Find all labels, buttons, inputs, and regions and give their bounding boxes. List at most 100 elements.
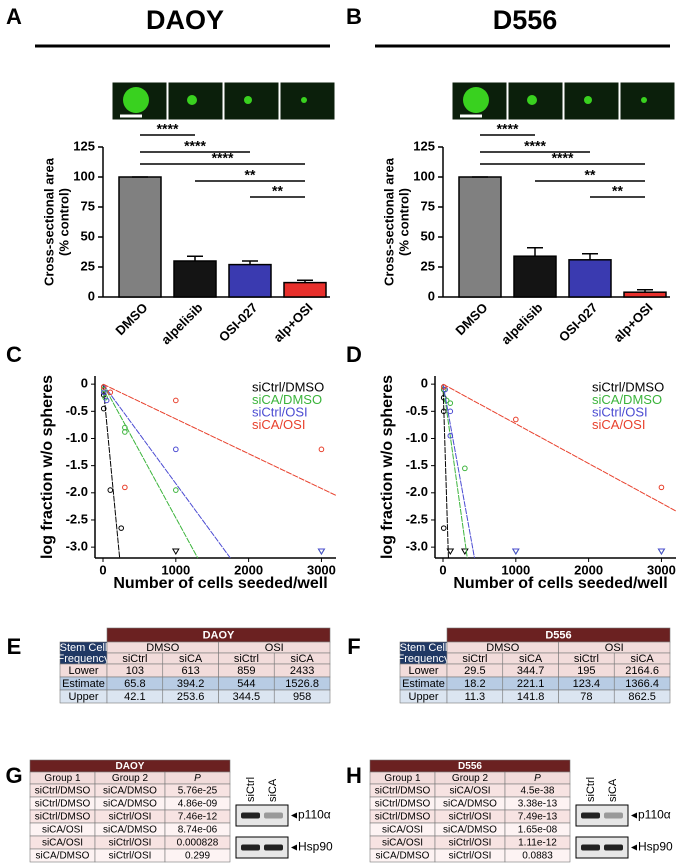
column-label: siCtrl: [574, 653, 599, 665]
corner-label: Stem Cell: [60, 642, 108, 654]
cell-text: siCtrl/OSI: [449, 812, 492, 823]
significance-label: **: [585, 167, 596, 183]
panel-label: A: [6, 4, 22, 29]
censored-marker: [446, 548, 455, 555]
fit-line: [102, 383, 199, 559]
band-arrow: [291, 812, 297, 819]
x-tick-label: 0: [99, 562, 106, 577]
significance-label: **: [245, 167, 256, 183]
x-tick-label: OSI-027: [556, 300, 601, 345]
cell-text: 141.8: [517, 691, 545, 703]
data-point: [447, 432, 454, 439]
error-bar: [242, 260, 258, 265]
bar: [458, 176, 502, 298]
band-arrow: [631, 844, 637, 851]
corner-label: Frequency: [398, 653, 450, 665]
cell-text: 0.299: [185, 851, 210, 862]
cell-text: 613: [181, 665, 199, 677]
data-point: [118, 525, 125, 531]
error-bar: [297, 279, 313, 283]
y-tick-label: 75: [81, 198, 95, 213]
y-axis-label: log fraction w/o spheres: [379, 375, 396, 559]
column-label: P: [534, 773, 541, 784]
y-tick-label: -2.0: [66, 484, 88, 499]
cell-text: 859: [237, 665, 255, 677]
data-point: [122, 484, 128, 491]
column-label: Group 1: [384, 773, 421, 784]
data-point: [462, 465, 468, 472]
cell-text: Upper: [69, 691, 99, 703]
x-tick-label: alpelisib: [498, 300, 545, 347]
bar: [568, 259, 612, 298]
cell-text: 2164.6: [625, 665, 659, 677]
data-point: [442, 386, 448, 393]
cell-text: siCA/OSI: [382, 838, 423, 849]
x-tick-label: DMSO: [452, 300, 490, 338]
y-tick-label: 125: [413, 138, 435, 153]
table-title: DAOY: [203, 629, 235, 641]
cell-text: 253.6: [177, 691, 205, 703]
cell-text: siCA/DMSO: [103, 799, 157, 810]
cell-text: 862.5: [628, 691, 656, 703]
y-axis-label: log fraction w/o spheres: [39, 375, 56, 559]
cell-text: 4.86e-09: [178, 799, 218, 810]
cell-text: Lower: [409, 665, 439, 677]
sphere: [123, 87, 149, 113]
data-point: [173, 397, 179, 404]
panel-label: F: [347, 634, 360, 659]
data-point: [107, 389, 114, 396]
x-tick-label: alpelisib: [158, 300, 205, 347]
data-point: [100, 389, 107, 396]
y-tick-label: -0.5: [406, 403, 428, 418]
legend-label: siCA/OSI: [252, 417, 305, 432]
cell-text: siCA/DMSO: [443, 799, 497, 810]
sphere: [463, 87, 489, 113]
blot-panel: [575, 804, 629, 827]
censored-marker: [511, 548, 520, 555]
data-point: [173, 487, 179, 493]
column-label: Group 1: [44, 773, 81, 784]
significance-label: ****: [157, 121, 179, 137]
cell-text: siCtrl/OSI: [449, 838, 492, 849]
data-point: [100, 405, 107, 412]
group-label: OSI: [605, 642, 624, 654]
band-arrow: [631, 812, 637, 819]
legend-label: siCtrl/OSI: [592, 404, 648, 419]
bar: [173, 260, 217, 298]
bar: [283, 281, 327, 298]
legend-label: siCtrl/DMSO: [592, 379, 664, 394]
table-cell: [273, 689, 331, 704]
y-tick-label: -1.5: [406, 457, 428, 472]
bar: [228, 263, 272, 298]
data-point: [100, 386, 107, 393]
cell-text: siCA/OSI: [382, 825, 423, 836]
x-tick-label: 1000: [161, 562, 190, 577]
legend-label: siCA/DMSO: [592, 392, 662, 407]
data-point: [107, 487, 114, 493]
y-tick-label: -2.5: [406, 511, 428, 526]
sphere: [584, 96, 592, 104]
significance-label: ****: [184, 138, 206, 154]
cell-text: Estimate: [62, 678, 105, 690]
column-label: siCA: [179, 653, 203, 665]
cell-text: siCA/OSI: [42, 825, 83, 836]
panel-label: E: [7, 634, 22, 659]
x-tick-label: DMSO: [112, 300, 150, 338]
column-label: Group 2: [112, 773, 149, 784]
table-title: D556: [545, 629, 571, 641]
y-tick-label: 0: [421, 376, 428, 391]
cell-text: 1.65e-08: [518, 825, 558, 836]
cell-text: siCA/DMSO: [103, 825, 157, 836]
cell-text: 7.46e-12: [178, 812, 218, 823]
column-label: siCtrl: [122, 653, 147, 665]
cell-text: siCtrl/DMSO: [35, 799, 91, 810]
y-tick-label: 125: [73, 138, 95, 153]
y-tick-label: 0: [428, 288, 435, 303]
x-tick-label: 3000: [307, 562, 336, 577]
censored-marker: [171, 548, 180, 555]
lane-label: siCtrl: [585, 777, 597, 802]
table-title: DAOY: [116, 761, 145, 772]
blot-band: [581, 812, 600, 819]
fit-line: [102, 383, 337, 496]
